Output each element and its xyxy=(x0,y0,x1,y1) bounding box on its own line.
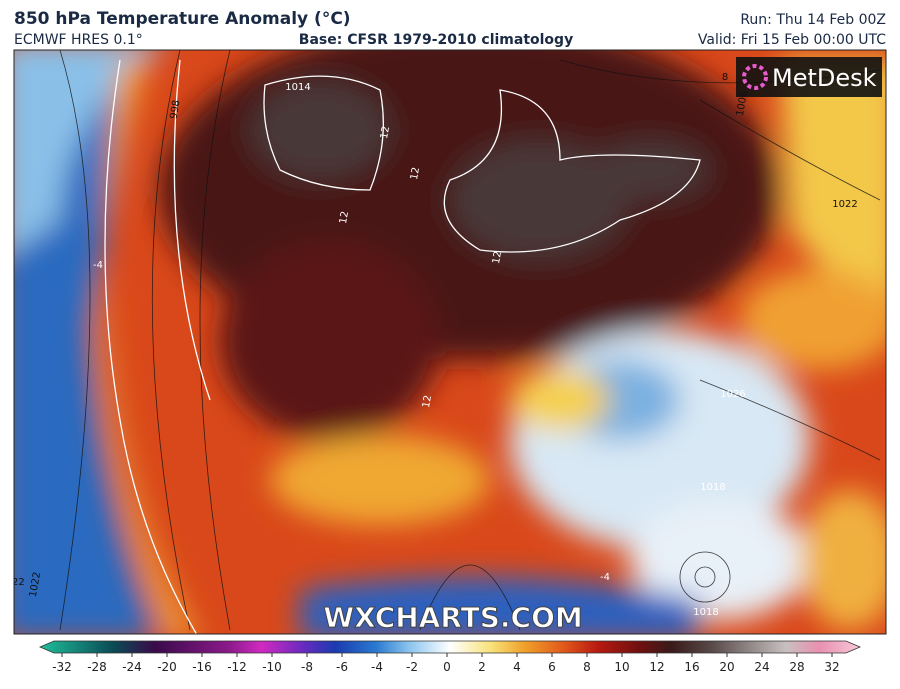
colorbar-tick-label: 0 xyxy=(443,660,451,674)
model: ECMWF HRES 0.1° xyxy=(14,32,143,48)
contour-label: 12 xyxy=(338,210,351,224)
valid: Valid: Fri 15 Feb 00:00 UTC xyxy=(698,32,886,48)
colorbar-tick-label: 8 xyxy=(583,660,591,674)
colorbar-tick-label: 28 xyxy=(789,660,804,674)
colorbar-tick-label: 10 xyxy=(614,660,629,674)
colorbar-tick-label: -10 xyxy=(262,660,282,674)
run: Run: Thu 14 Feb 00Z xyxy=(740,12,886,28)
contour-label: 1022 xyxy=(0,577,25,588)
contour-label: 1018 xyxy=(693,607,718,618)
colorbar-tick-label: 4 xyxy=(513,660,521,674)
watermark: WXCHARTS.COM xyxy=(323,601,583,634)
colorbar-tick-label: 20 xyxy=(719,660,734,674)
colorbar-tick-label: 6 xyxy=(548,660,556,674)
contour-label: 12 xyxy=(491,250,504,264)
colorbar-tick-label: -8 xyxy=(301,660,313,674)
contour-label: 1006 xyxy=(735,90,750,117)
contour-label: 12 xyxy=(409,166,422,180)
colorbar-tick-label: -24 xyxy=(122,660,142,674)
logo: MetDesk xyxy=(772,64,877,92)
colorbar-tick-label: 12 xyxy=(649,660,664,674)
colorbar-tick-label: -6 xyxy=(336,660,348,674)
contour-label: 12 xyxy=(379,125,392,139)
contour-label: 12 xyxy=(421,394,434,408)
contour-label: 1022 xyxy=(832,199,857,210)
contour-label: 8 xyxy=(722,72,728,83)
colorbar-tick-label: -12 xyxy=(227,660,247,674)
colorbar-tick-label: -32 xyxy=(52,660,72,674)
colorbar xyxy=(38,640,862,654)
colorbar-tick-label: 16 xyxy=(684,660,699,674)
contour-label: 1026 xyxy=(720,389,745,400)
colorbar-tick-label: -2 xyxy=(406,660,418,674)
contour-label: 1018 xyxy=(700,482,725,493)
title: 850 hPa Temperature Anomaly (°C) xyxy=(14,9,351,29)
colorbar-tick-label: 2 xyxy=(478,660,486,674)
colorbar-tick-label: -4 xyxy=(371,660,383,674)
colorbar-tick-label: 32 xyxy=(824,660,839,674)
contour-label: -4 xyxy=(600,572,610,583)
contour-label: 1014 xyxy=(285,82,310,93)
colorbar-tick-label: -28 xyxy=(87,660,107,674)
contour-label: -4 xyxy=(93,260,103,271)
colorbar-tick-label: -16 xyxy=(192,660,212,674)
contour-label: 998 xyxy=(168,99,182,120)
colorbar-tick-label: -20 xyxy=(157,660,177,674)
map: MetDesk WXCHARTS.COM 1014121212121210221… xyxy=(0,50,886,634)
contour-label: 1022 xyxy=(28,571,43,598)
colorbar-tick-label: 24 xyxy=(754,660,769,674)
base: Base: CFSR 1979-2010 climatology xyxy=(299,32,573,48)
